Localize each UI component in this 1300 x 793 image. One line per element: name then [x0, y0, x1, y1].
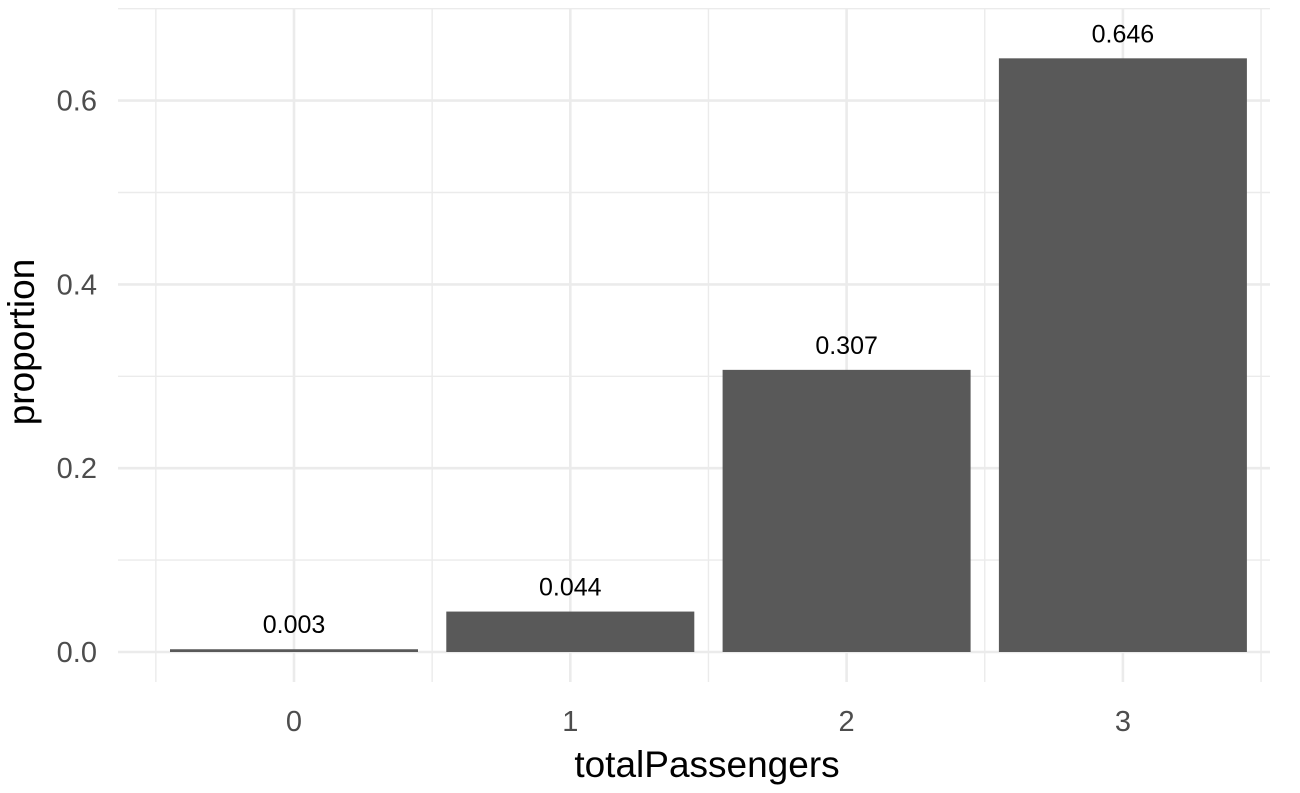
- bar-value-label: 0.646: [1092, 20, 1155, 48]
- x-tick-label: 0: [286, 706, 302, 738]
- x-axis-ticks: 0 1 2 3: [286, 706, 1131, 738]
- bar-value-label: 0.307: [815, 332, 878, 360]
- y-tick-label: 0.6: [57, 86, 97, 118]
- y-axis-ticks: 0.0 0.2 0.4 0.6: [57, 86, 97, 669]
- bar: [446, 611, 695, 652]
- x-tick-label: 1: [562, 706, 578, 738]
- y-axis-title: proportion: [1, 259, 42, 426]
- y-tick-label: 0.2: [57, 453, 97, 485]
- bar-value-label: 0.003: [263, 611, 326, 639]
- bar: [998, 58, 1247, 653]
- y-tick-label: 0.4: [57, 269, 97, 301]
- bars: [170, 58, 1247, 653]
- x-axis-title: totalPassengers: [574, 744, 839, 785]
- x-tick-label: 2: [839, 706, 855, 738]
- y-tick-label: 0.0: [57, 637, 97, 669]
- bar: [722, 369, 971, 652]
- bar: [170, 649, 418, 652]
- bar-value-labels: 0.003 0.044 0.307 0.646: [263, 20, 1154, 639]
- x-tick-label: 3: [1115, 706, 1131, 738]
- bar-value-label: 0.044: [539, 574, 602, 602]
